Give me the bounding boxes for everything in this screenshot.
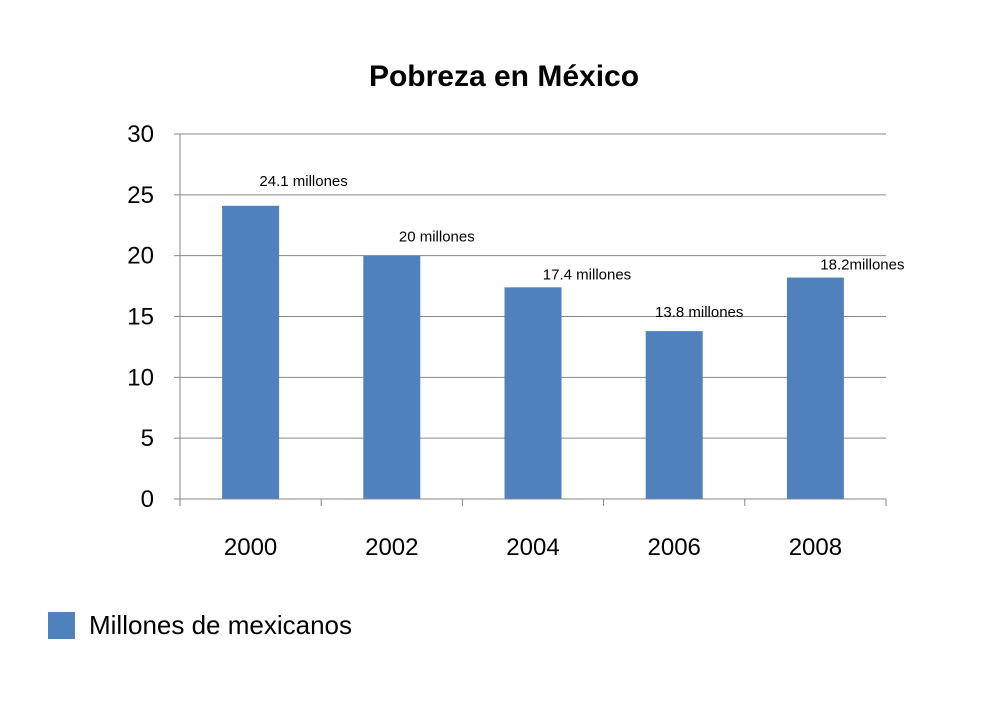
bar [504, 287, 562, 499]
legend: Millones de mexicanos [48, 610, 352, 641]
chart-title: Pobreza en México [368, 60, 640, 93]
bar [786, 277, 844, 499]
bar [363, 255, 421, 499]
y-tick-label: 20 [127, 243, 154, 270]
bars [222, 205, 844, 500]
y-tick-label: 0 [141, 486, 154, 513]
y-tick-label: 5 [141, 425, 154, 452]
y-tick-label: 30 [127, 121, 154, 148]
legend-label: Millones de mexicanos [89, 610, 353, 640]
x-tick-label: 2002 [365, 534, 418, 561]
data-label: 13.8 millones [655, 304, 743, 321]
y-tick-label: 10 [127, 364, 154, 391]
data-label: 20 millones [399, 229, 475, 246]
bar-chart: 0 5 10 15 20 25 30 2000 24.1 millones 2002 20 mill… [127, 121, 904, 561]
labels: 0 5 10 15 20 25 30 2000 24.1 millones 2002 20 mill… [127, 121, 904, 561]
y-tick-label: 15 [127, 304, 154, 331]
x-tick-label: 2004 [506, 534, 559, 561]
x-tick-label: 2000 [224, 534, 277, 561]
legend-swatch [48, 612, 75, 639]
data-label: 24.1 millones [259, 173, 347, 190]
data-label: 17.4 millones [543, 266, 631, 283]
x-tick-label: 2008 [789, 534, 842, 561]
x-tick-label: 2006 [648, 534, 701, 561]
data-label: 18.2millones [820, 257, 904, 274]
bar [645, 331, 703, 499]
y-tick-label: 25 [127, 182, 154, 209]
bar [222, 205, 280, 500]
axes [174, 133, 887, 506]
